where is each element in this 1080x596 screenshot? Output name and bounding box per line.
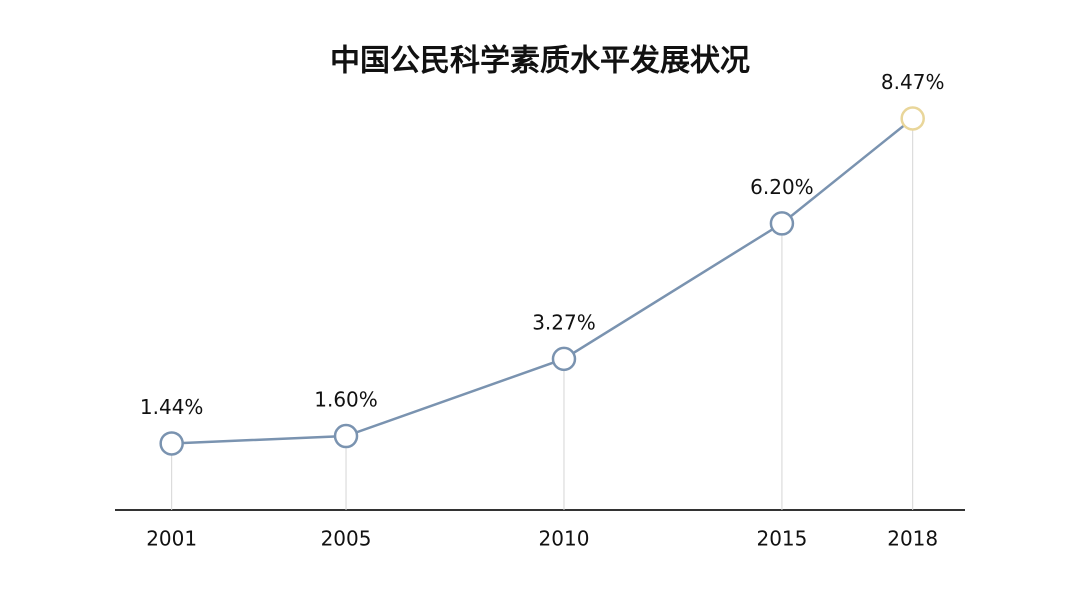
point xyxy=(551,346,577,372)
x-tick-label: 2005 xyxy=(321,527,372,551)
point xyxy=(159,431,184,456)
data-label: 8.47% xyxy=(881,70,945,94)
point xyxy=(333,423,359,449)
data-label: 6.20% xyxy=(750,175,814,199)
x-tick-label: 2010 xyxy=(539,527,590,551)
data-label: 1.60% xyxy=(314,388,378,412)
data-label: 1.44% xyxy=(140,395,204,419)
x-tick-label: 2015 xyxy=(756,527,807,551)
data-label: 3.27% xyxy=(532,310,596,334)
point xyxy=(900,106,925,131)
chart-title: 中国公民科学素质水平发展状况 xyxy=(330,44,750,79)
x-tick-label: 2018 xyxy=(887,527,938,551)
series-line xyxy=(171,117,914,445)
x-tick-label: 2001 xyxy=(146,527,197,551)
point xyxy=(769,211,795,236)
